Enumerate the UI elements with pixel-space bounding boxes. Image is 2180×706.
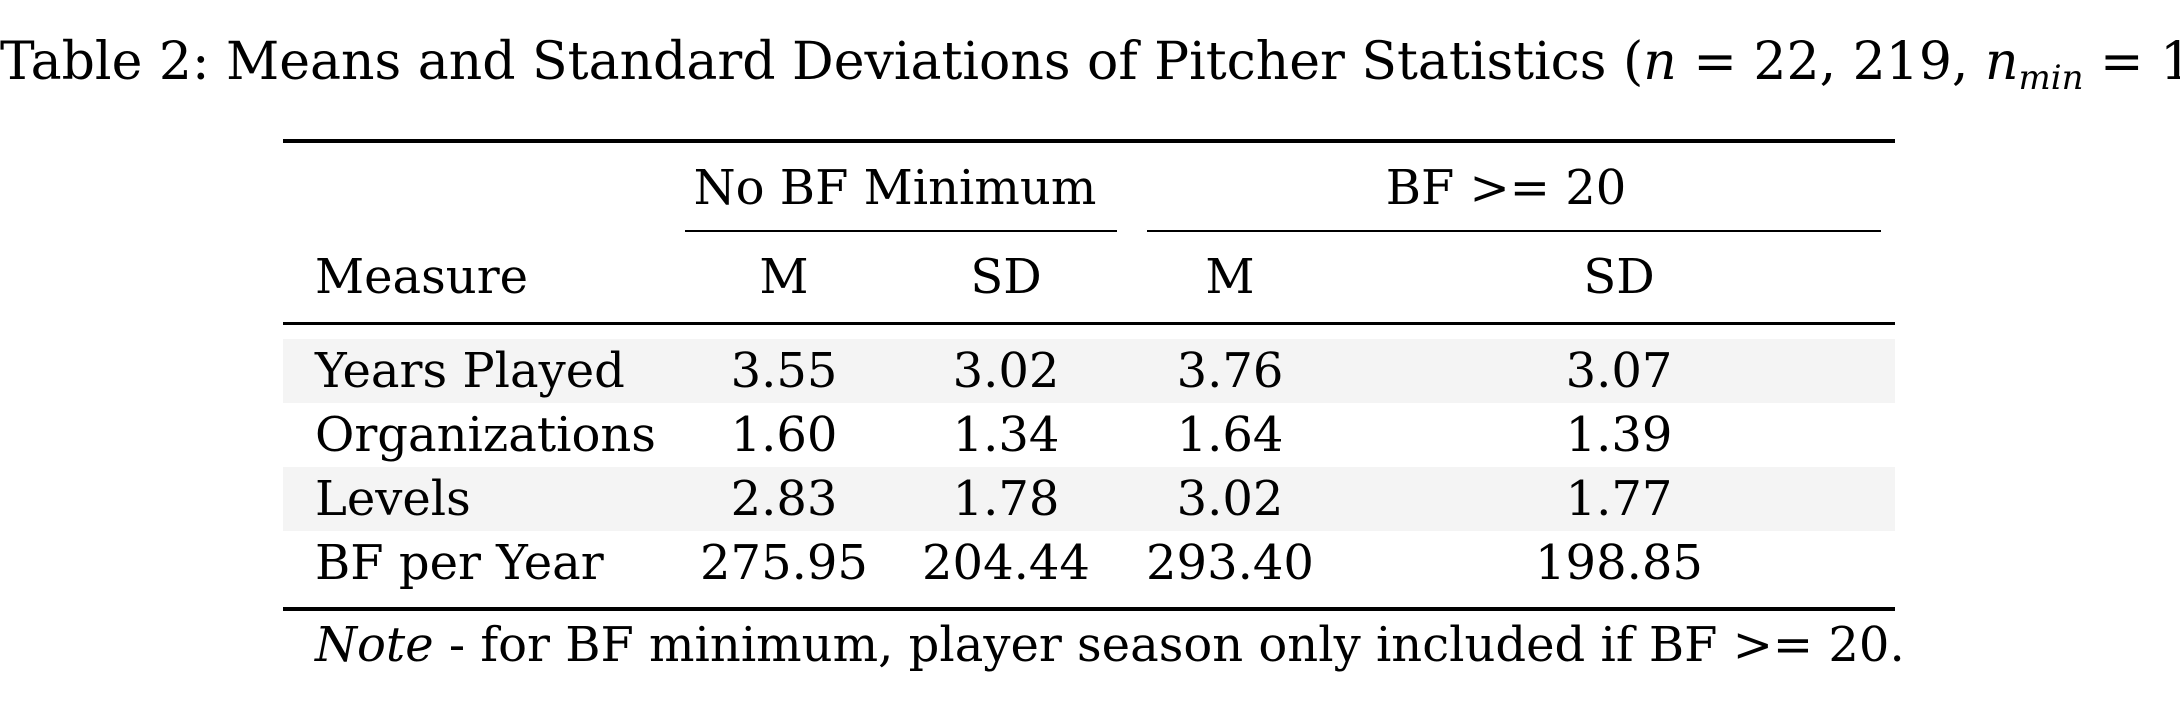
- cell-m-no-min: 3.55: [730, 343, 838, 399]
- header-gap: [283, 325, 1895, 339]
- cell-m-bf20: 1.64: [1176, 407, 1284, 463]
- bottom-rule: [283, 607, 1895, 611]
- column-header-sd-bf20: SD: [1583, 249, 1655, 305]
- group-header-bf-20: BF >= 20: [1385, 159, 1627, 216]
- cell-sd-no-min: 3.02: [952, 343, 1060, 399]
- caption-n-value: = 22, 219,: [1693, 32, 1969, 92]
- cell-sd-bf20: 1.39: [1565, 407, 1673, 463]
- column-header-row: Measure M SD M SD: [283, 232, 1895, 322]
- row-label: Years Played: [315, 343, 625, 399]
- caption-nmin-value: = 19, 677): [2100, 32, 2180, 92]
- cell-sd-no-min: 1.78: [952, 471, 1060, 527]
- caption-label: Table 2:: [0, 32, 210, 92]
- table-caption: Table 2: Means and Standard Deviations o…: [0, 26, 2180, 114]
- group-underline-no-bf-minimum: [685, 230, 1117, 232]
- top-rule: [283, 139, 1895, 143]
- table-row: Years Played 3.55 3.02 3.76 3.07: [283, 339, 1895, 403]
- caption-n-symbol: n: [1643, 32, 1677, 92]
- column-header-m-bf20: M: [1205, 249, 1255, 305]
- row-label: Levels: [315, 471, 471, 527]
- column-header-measure: Measure: [315, 249, 529, 305]
- group-header-row: No BF Minimum BF >= 20: [283, 143, 1895, 232]
- caption-nmin-subscript: min: [2018, 58, 2084, 98]
- caption-text: Means and Standard Deviations of Pitcher…: [226, 32, 1644, 92]
- cell-sd-bf20: 1.77: [1565, 471, 1673, 527]
- table-row: Levels 2.83 1.78 3.02 1.77: [283, 467, 1895, 531]
- cell-sd-no-min: 1.34: [952, 407, 1060, 463]
- group-header-no-bf-minimum: No BF Minimum: [693, 159, 1097, 216]
- row-label: Organizations: [315, 407, 656, 463]
- group-underline-bf-20: [1147, 230, 1881, 232]
- note-text: - for BF minimum, player season only inc…: [433, 617, 1905, 673]
- cell-m-bf20: 3.76: [1176, 343, 1284, 399]
- header-rule: [283, 322, 1895, 325]
- row-label: BF per Year: [315, 535, 604, 591]
- cell-m-no-min: 1.60: [730, 407, 838, 463]
- cell-m-no-min: 275.95: [700, 535, 868, 591]
- column-header-m-no-min: M: [759, 249, 809, 305]
- column-header-sd-no-min: SD: [970, 249, 1042, 305]
- cell-sd-bf20: 3.07: [1565, 343, 1673, 399]
- cell-m-no-min: 2.83: [730, 471, 838, 527]
- table-row: Organizations 1.60 1.34 1.64 1.39: [283, 403, 1895, 467]
- statistics-table: No BF Minimum BF >= 20 Measure M SD M SD…: [283, 139, 1905, 677]
- cell-m-bf20: 3.02: [1176, 471, 1284, 527]
- table-row: BF per Year 275.95 204.44 293.40 198.85: [283, 531, 1895, 595]
- cell-m-bf20: 293.40: [1146, 535, 1314, 591]
- cell-sd-bf20: 198.85: [1535, 535, 1703, 591]
- table-note: Note - for BF minimum, player season onl…: [283, 611, 1905, 677]
- caption-nmin-symbol: n: [1984, 32, 2019, 92]
- bottom-gap: [283, 595, 1895, 607]
- note-label: Note: [315, 617, 434, 673]
- cell-sd-no-min: 204.44: [922, 535, 1090, 591]
